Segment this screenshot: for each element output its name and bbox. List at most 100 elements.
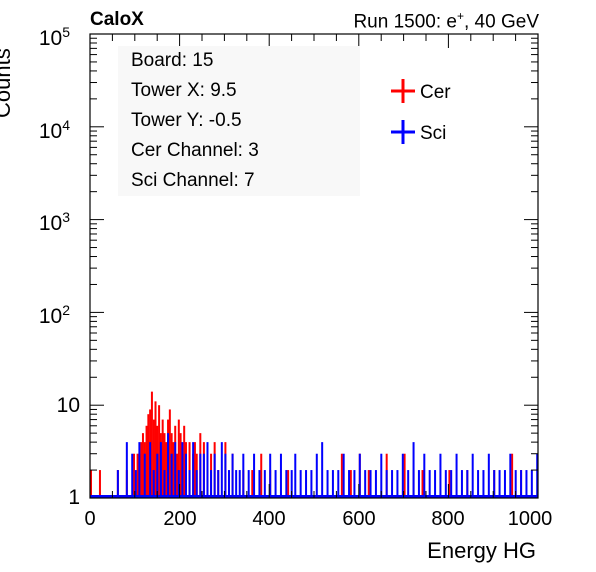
series-sci-bar <box>116 470 119 498</box>
y-tick-10: 10 <box>20 394 80 418</box>
series-sci-bar <box>503 470 506 498</box>
series-sci-bar <box>434 470 437 498</box>
series-sci-bar <box>428 470 431 498</box>
series-sci-bar <box>321 442 324 498</box>
run-label-text: Run 1500: e <box>353 11 457 33</box>
series-cer-bar <box>172 442 175 498</box>
series-cer-bar <box>163 433 166 498</box>
series-sci-bar <box>206 442 209 498</box>
series-sci-bar <box>498 470 501 498</box>
series-sci-bar <box>444 470 447 498</box>
series-sci-bar <box>514 470 517 498</box>
x-tick-200: 200 <box>163 508 197 530</box>
series-sci-bar <box>195 470 198 498</box>
series-sci-bar <box>159 442 162 498</box>
series-sci-bar <box>274 470 277 498</box>
series-sci-bar <box>417 470 420 498</box>
y-tick-10000-exp: 4 <box>62 117 70 133</box>
series-cer-bar <box>90 470 92 498</box>
series-cer-bar <box>177 419 180 498</box>
series-sci-bar <box>471 453 474 498</box>
info-cer-channel: Cer Channel: 3 <box>131 140 259 161</box>
series-cer-bar <box>141 433 144 498</box>
series-cer-bar <box>179 433 182 498</box>
series-cer-bar <box>168 409 171 498</box>
series-cer-bar <box>421 470 424 498</box>
series-sci-bar <box>174 442 177 498</box>
series-sci-bar <box>235 470 238 498</box>
series-sci-bar <box>163 470 166 498</box>
info-tower-y: Tower Y: -0.5 <box>131 110 242 131</box>
y-tick-1000: 103 <box>10 209 70 236</box>
series-sci-bar <box>253 453 256 498</box>
y-tick-100000-exp: 5 <box>62 24 70 40</box>
series-sci-bar <box>439 453 442 498</box>
series-sci-bar <box>143 453 146 498</box>
series-cer-bar <box>448 470 451 498</box>
series-sci-bar <box>220 442 223 498</box>
series-cer-bar <box>147 414 150 498</box>
y-tick-10-base: 10 <box>56 394 80 417</box>
series-sci-bar <box>202 453 205 498</box>
series-sci-bar <box>331 470 334 498</box>
series-sci-bar <box>192 442 195 498</box>
series-cer-bar <box>183 425 186 498</box>
y-tick-100: 102 <box>10 302 70 329</box>
series-sci-bar <box>242 453 245 498</box>
series-sci-bar <box>294 453 297 498</box>
series-sci-bar <box>385 470 388 498</box>
series-sci-bar <box>227 470 230 498</box>
series-sci-bar <box>536 453 539 498</box>
series-cer-bar <box>154 401 157 498</box>
series-sci-bar <box>156 453 159 498</box>
y-tick-100000: 105 <box>10 24 70 51</box>
series-sci-bar <box>326 470 329 498</box>
legend-cer-marker <box>391 79 415 103</box>
series-sci-bar <box>525 470 528 498</box>
y-tick-10000-base: 10 <box>38 120 63 143</box>
series-cer-bar <box>176 453 179 498</box>
series-cer-bar <box>193 442 196 498</box>
series-sci-bar <box>285 470 288 498</box>
series-sci-bar <box>487 453 490 498</box>
series-sci-bar <box>337 470 340 498</box>
run-label-suffix: , 40 GeV <box>464 11 539 33</box>
series-sci-bar <box>210 470 213 498</box>
series-cer-bar <box>145 425 148 498</box>
series-sci-bar <box>269 453 272 498</box>
x-tick-0: 0 <box>84 508 96 530</box>
series-sci-bar <box>152 470 155 498</box>
series-sci-bar <box>170 453 173 498</box>
series-sci-bar <box>315 453 318 498</box>
series-sci-bar <box>374 470 377 498</box>
series-sci-bar <box>509 453 512 498</box>
series-sci-bar <box>134 470 137 498</box>
y-tick-100-base: 10 <box>38 305 63 328</box>
x-axis-title: Energy HG <box>427 538 536 563</box>
series-cer-bar <box>150 391 153 498</box>
series-cer-bar <box>367 470 370 498</box>
series-sci-bar <box>391 470 394 498</box>
series-sci-bar <box>217 470 220 498</box>
series-cer-bar <box>260 453 263 498</box>
series-sci-bar <box>364 470 367 498</box>
info-tower-x: Tower X: 9.5 <box>131 80 237 101</box>
x-tick-800: 800 <box>431 508 465 530</box>
series-sci-bar <box>482 470 485 498</box>
info-box: Board: 15 Tower X: 9.5 Tower Y: -0.5 Cer… <box>118 46 360 196</box>
series-sci-bar <box>310 470 313 498</box>
series-sci-bar <box>184 453 187 498</box>
legend-cer-label: Cer <box>420 82 451 103</box>
run-label-sup: + <box>456 9 464 23</box>
y-tick-1-base: 1 <box>68 486 80 509</box>
series-cer-bar <box>403 453 406 498</box>
calox-label: CaloX <box>90 9 144 30</box>
series-cer-bar <box>161 419 164 498</box>
series-sci-bar <box>342 453 345 498</box>
series-sci-bar <box>263 470 266 498</box>
y-tick-1: 1 <box>20 486 80 510</box>
series-sci-bar <box>401 453 404 498</box>
series-sci-bar <box>224 453 227 498</box>
series-cer-bar <box>98 470 101 498</box>
